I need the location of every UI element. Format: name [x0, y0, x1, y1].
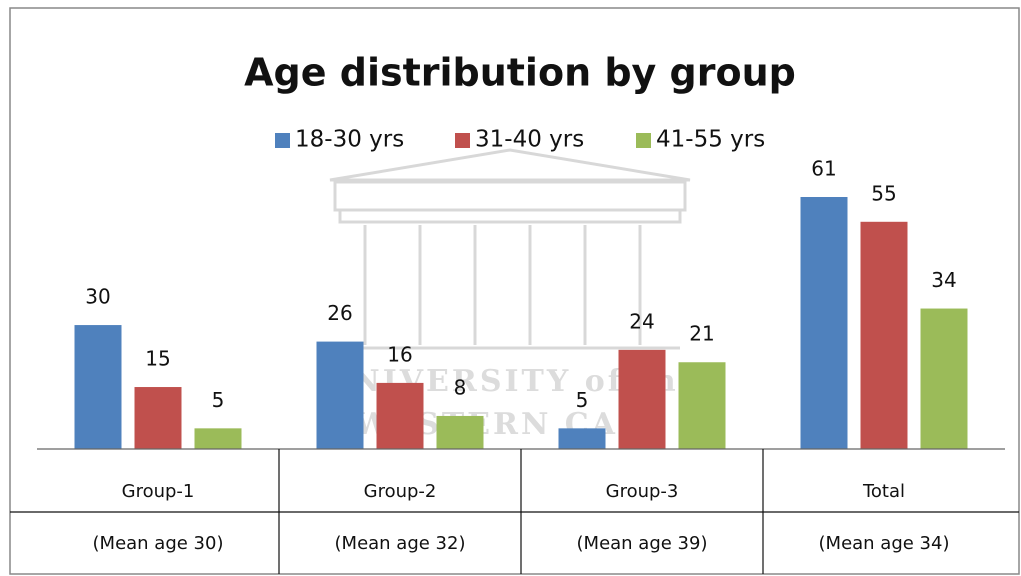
- bar: [436, 415, 484, 449]
- data-label: 16: [387, 342, 412, 366]
- bar: [920, 308, 968, 449]
- bar: [134, 387, 182, 449]
- data-label: 5: [212, 388, 225, 412]
- legend-swatch: [636, 133, 651, 148]
- data-label: 5: [576, 388, 589, 412]
- legend-label: 41-55 yrs: [656, 127, 765, 153]
- bar: [860, 221, 908, 449]
- x-sublabel: (Mean age 32): [335, 533, 466, 554]
- data-label: 8: [454, 375, 467, 399]
- bar: [558, 428, 606, 449]
- x-sublabel: (Mean age 34): [819, 533, 950, 554]
- bar: [618, 349, 666, 449]
- data-label: 21: [689, 322, 714, 346]
- x-tick-label: Total: [862, 481, 905, 502]
- bar: [800, 197, 848, 449]
- x-tick-label: Group-3: [606, 481, 679, 502]
- data-label: 15: [145, 347, 170, 371]
- data-label: 55: [871, 181, 896, 205]
- bar: [74, 325, 122, 449]
- x-sublabel: (Mean age 30): [93, 533, 224, 554]
- legend-label: 31-40 yrs: [475, 127, 584, 153]
- data-label: 61: [811, 157, 836, 181]
- chart-border: [9, 7, 1020, 575]
- bar: [376, 382, 424, 449]
- bar: [194, 428, 242, 449]
- data-label: 34: [931, 268, 956, 292]
- chart-title: Age distribution by group: [244, 51, 796, 95]
- data-label: 26: [327, 301, 352, 325]
- legend-label: 18-30 yrs: [295, 127, 404, 153]
- legend-swatch: [275, 133, 290, 148]
- legend-swatch: [455, 133, 470, 148]
- x-sublabel: (Mean age 39): [577, 533, 708, 554]
- data-label: 30: [85, 285, 110, 309]
- data-label: 24: [629, 309, 654, 333]
- watermark-building: [329, 148, 691, 350]
- bar: [678, 362, 726, 449]
- x-tick-label: Group-2: [364, 481, 437, 502]
- bar: [316, 341, 364, 449]
- x-tick-label: Group-1: [122, 481, 195, 502]
